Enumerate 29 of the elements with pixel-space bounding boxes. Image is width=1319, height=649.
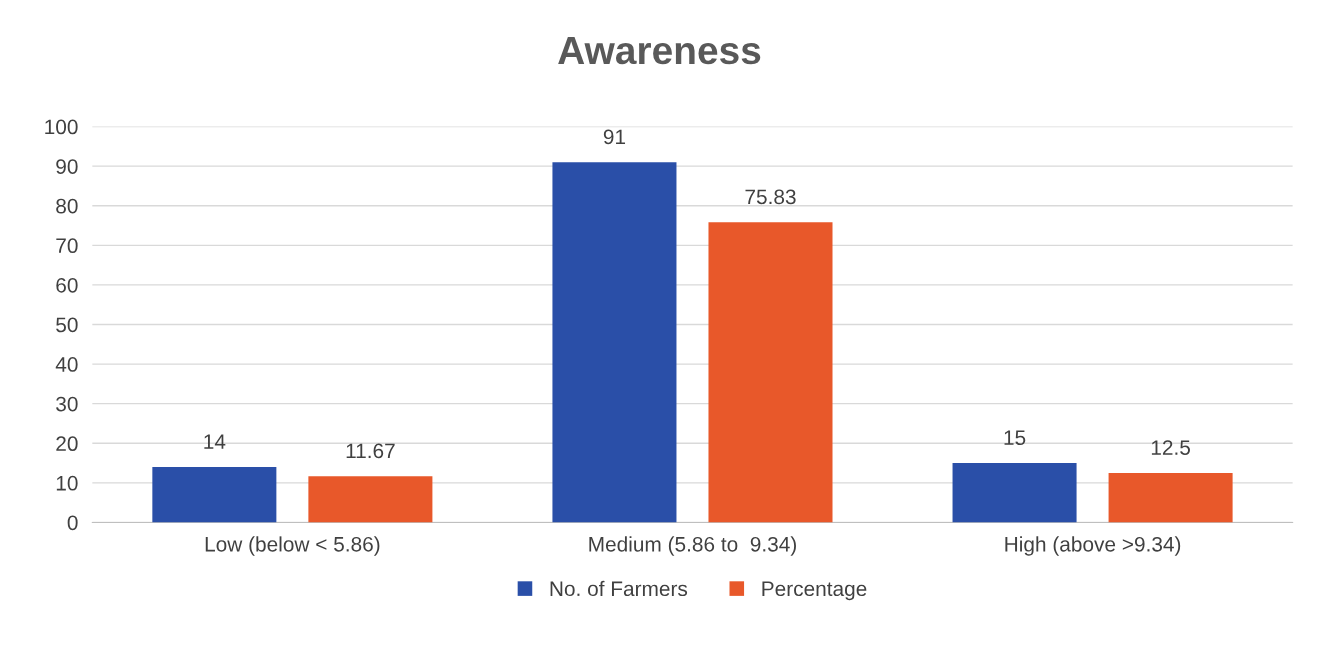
y-tick-label: 30 (56, 396, 78, 412)
y-tick-label: 50 (56, 317, 78, 333)
data-label: 11.67 (346, 443, 395, 459)
y-tick-label: 0 (67, 515, 78, 531)
legend-label: Percentage (762, 581, 867, 601)
y-tick-label: 10 (56, 475, 78, 491)
legend-label: No. of Farmers (550, 580, 688, 597)
x-tick-label: Low (below < 5.86) (205, 536, 380, 556)
chart-title: Awareness (558, 37, 761, 65)
y-tick-label: 90 (56, 159, 78, 174)
data-label: 75.83 (745, 189, 796, 205)
data-label: 15 (1004, 430, 1026, 446)
y-tick-label: 70 (56, 238, 78, 254)
y-tick-label: 60 (56, 277, 78, 293)
bar (308, 476, 433, 523)
y-tick-label: 100 (45, 119, 78, 135)
bar (1108, 472, 1233, 523)
bar (152, 467, 277, 523)
data-label: 14 (204, 434, 226, 449)
y-tick-label: 40 (55, 357, 78, 372)
x-tick-label: High (above >9.34) (1005, 536, 1181, 556)
bar (708, 222, 833, 523)
y-tick-label: 80 (56, 198, 78, 214)
x-tick-label: Medium (5.86 to 9.34) (589, 536, 796, 556)
data-label: 12.5 (1151, 440, 1190, 455)
data-label: 91 (603, 129, 626, 145)
bar (952, 463, 1077, 523)
bar (552, 162, 677, 523)
y-tick-label: 20 (56, 436, 78, 452)
